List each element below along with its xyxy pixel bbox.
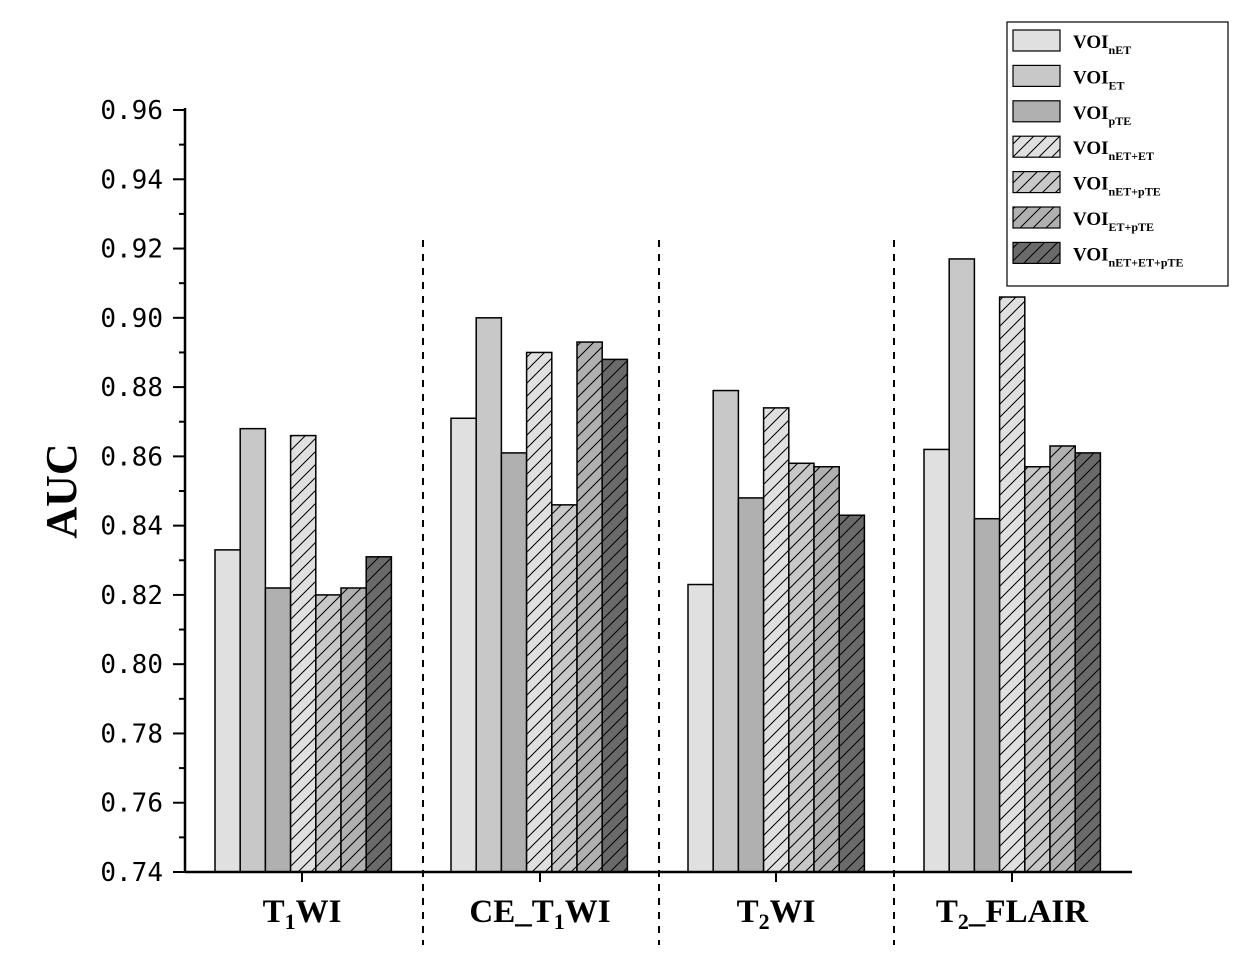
y-tick-label: 0.90 — [100, 304, 163, 334]
bar-ET-pTE-cat0 — [340, 587, 367, 873]
bar-pTE-cat1 — [500, 452, 528, 873]
bar-nET-cat0 — [214, 549, 241, 873]
bar-nET-cat2 — [687, 583, 714, 873]
y-tick-label: 0.76 — [100, 789, 163, 819]
legend-swatch — [1012, 206, 1061, 229]
y-tick-label: 0.78 — [100, 719, 163, 749]
bar-ET-cat3 — [948, 258, 976, 873]
legend-swatch — [1012, 135, 1061, 158]
bar-nET-cat1 — [450, 417, 477, 873]
legend-entry: VOInET+pTE — [1073, 174, 1161, 199]
legend-entry: VOInET+ET+pTE — [1073, 244, 1184, 269]
legend-entry: VOIET+pTE — [1073, 209, 1154, 234]
y-tick-label: 0.94 — [100, 165, 163, 195]
category-label: T2WI — [737, 894, 816, 934]
legend-swatch — [1012, 29, 1061, 52]
bar-ET-cat1 — [475, 317, 503, 873]
category-label: CE_T1WI — [469, 894, 610, 934]
bars-layer — [214, 258, 1102, 873]
y-tick-label: 0.86 — [100, 442, 163, 472]
bar-ET-pTE-cat2 — [813, 466, 840, 873]
y-axis-label: AUC — [37, 443, 86, 538]
legend-entry: VOInET — [1073, 32, 1131, 57]
legend-swatch — [1012, 171, 1061, 194]
bar-nET-pTE-cat0 — [315, 594, 342, 873]
bar-nET-ET-cat0 — [289, 434, 317, 873]
bar-nET-ET-cat3 — [998, 296, 1026, 873]
bar-nET-ET-pTE-cat2 — [838, 514, 866, 873]
axes-layer: 0.74 0.76 0.78 0.80 0.82 0.84 0.86 0.88 0.90 0.92… — [37, 96, 1132, 888]
y-tick-label: 0.88 — [100, 373, 163, 403]
bar-nET-cat3 — [923, 448, 950, 873]
y-tick-label: 0.80 — [100, 650, 163, 680]
bar-nET-ET-pTE-cat3 — [1074, 452, 1102, 873]
bar-pTE-cat2 — [737, 497, 765, 873]
legend-entry: VOInET+ET — [1073, 138, 1154, 163]
bar-ET-cat2 — [712, 389, 740, 873]
bar-nET-pTE-cat2 — [788, 462, 815, 873]
legend: VOInET VOIET VOIpTE VOInET+ET VOInET+pTE VOIE… — [1006, 21, 1229, 287]
bar-ET-pTE-cat1 — [576, 341, 603, 873]
y-tick-label: 0.96 — [100, 96, 163, 126]
bar-nET-ET-pTE-cat0 — [365, 556, 393, 873]
bar-nET-pTE-cat1 — [551, 504, 578, 873]
legend-entry: VOIET — [1073, 67, 1125, 92]
legend-swatch — [1012, 64, 1061, 88]
category-label: T2_FLAIR — [936, 894, 1089, 934]
y-tick-label: 0.84 — [100, 512, 163, 542]
group-separators — [422, 240, 895, 945]
legend-swatch — [1012, 100, 1061, 123]
bar-ET-pTE-cat3 — [1049, 445, 1076, 873]
bar-nET-pTE-cat3 — [1024, 466, 1051, 873]
category-labels: T1WI CE_T1WI T2WI T2_FLAIR — [263, 894, 1090, 934]
bar-nET-ET-cat1 — [525, 351, 553, 873]
y-tick-label: 0.82 — [100, 581, 163, 611]
bar-nET-ET-pTE-cat1 — [601, 358, 629, 873]
bar-pTE-cat0 — [264, 587, 292, 873]
bar-nET-ET-cat2 — [762, 407, 790, 873]
bar-pTE-cat3 — [973, 517, 1001, 873]
legend-entry: VOIpTE — [1073, 103, 1131, 128]
category-label: T1WI — [263, 894, 342, 934]
y-tick-label: 0.74 — [100, 858, 163, 888]
y-tick-label: 0.92 — [100, 235, 163, 265]
bar-ET-cat0 — [239, 427, 267, 873]
legend-swatch — [1012, 241, 1061, 264]
